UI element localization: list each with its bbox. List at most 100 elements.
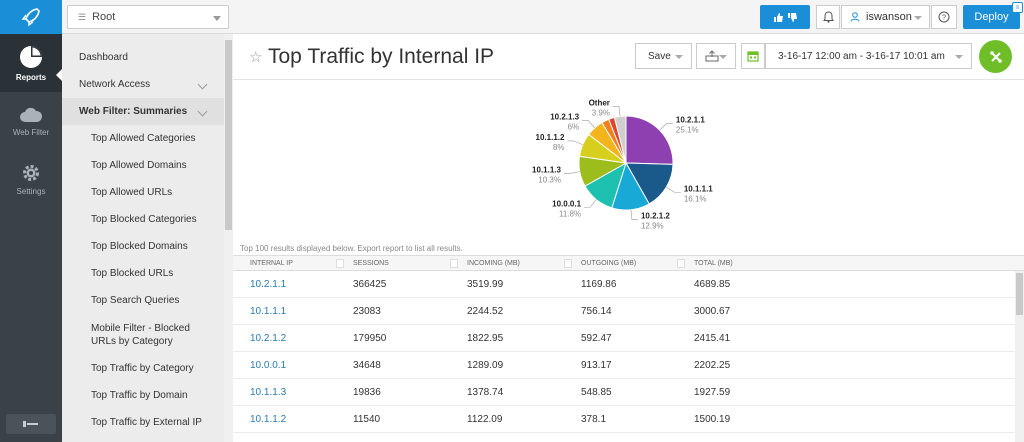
notifications-button[interactable]: [816, 5, 840, 29]
table-cell: 1122.09: [467, 414, 503, 425]
export-icon: [705, 50, 719, 62]
deploy-button[interactable]: Deploy ≡: [963, 2, 1023, 29]
nav-item[interactable]: Top Allowed URLs: [62, 179, 224, 206]
pie-percent-label: 8%: [553, 143, 565, 152]
rail-item-web-filter[interactable]: Web Filter: [0, 92, 62, 150]
rocket-icon: [21, 8, 40, 27]
user-icon: [850, 12, 860, 22]
nav-item[interactable]: Top Traffic by Domain: [62, 382, 224, 409]
ip-link[interactable]: 10.1.1.3: [250, 387, 287, 398]
table-cell: 3000.67: [694, 306, 731, 317]
rail-item-settings[interactable]: Settings: [0, 150, 62, 208]
collapse-rail-button[interactable]: [6, 414, 56, 434]
nav-item-label: Mobile Filter - Blocked URLs by Category: [91, 322, 190, 347]
column-header[interactable]: OUTGOING (MB): [581, 260, 636, 267]
ip-link[interactable]: 10.2.1.2: [250, 333, 287, 344]
table-cell: 4689.85: [694, 279, 731, 290]
nav-item-label: Network Access: [79, 79, 151, 90]
app-logo[interactable]: [0, 0, 62, 34]
pie-label: 10.2.1.1: [676, 115, 705, 124]
root-select[interactable]: ☰ Root: [67, 5, 229, 29]
pie-label: 10.2.1.3: [550, 112, 579, 121]
star-icon[interactable]: ☆: [249, 49, 263, 66]
pie-label: 10.1.1.1: [684, 184, 713, 193]
calendar-icon: [747, 51, 759, 62]
ip-link[interactable]: 10.1.1.2: [250, 414, 287, 425]
chevron-down-icon: [955, 55, 963, 59]
table-cell: 2202.25: [694, 360, 731, 371]
nav-item[interactable]: Top Blocked URLs: [62, 260, 224, 287]
nav-scrollbar[interactable]: [224, 34, 233, 442]
table-row[interactable]: 10.2.1.1 366425 3519.99 1169.86 4689.85: [233, 271, 1015, 298]
column-menu-icon[interactable]: [677, 259, 685, 268]
pie-percent-label: 6%: [568, 122, 580, 131]
scrollbar-thumb[interactable]: [1016, 273, 1023, 315]
nav-section[interactable]: Web Filter: Summaries: [62, 98, 224, 125]
rail-item-reports[interactable]: Reports: [0, 34, 62, 92]
thumbs-up-icon: [773, 12, 783, 22]
nav-item[interactable]: Top Blocked Categories: [62, 206, 224, 233]
results-note: Top 100 results displayed below. Export …: [240, 244, 463, 253]
export-button[interactable]: [696, 43, 736, 69]
save-label: Save: [648, 50, 671, 62]
ip-link[interactable]: 10.2.1.1: [250, 279, 287, 290]
nav-item-label: Top Traffic by External IP: [91, 417, 202, 428]
ip-link[interactable]: 10.0.0.1: [250, 360, 287, 371]
table-cell: 34648: [353, 360, 381, 371]
column-menu-icon[interactable]: [336, 259, 344, 268]
nav-item[interactable]: Mobile Filter - Blocked URLs by Category: [62, 314, 224, 355]
pie-label: 10.1.1.2: [536, 133, 565, 142]
table-row[interactable]: 10.1.1.1 23083 2244.52 756.14 3000.67: [233, 298, 1015, 325]
nav-item[interactable]: Network Access: [62, 71, 224, 98]
nav-item-label: Dashboard: [79, 52, 128, 63]
table-row[interactable]: 10.1.1.2 11540 1122.09 378.1 1500.19: [233, 406, 1015, 433]
column-header[interactable]: TOTAL (MB): [694, 260, 733, 267]
table-row[interactable]: 10.1.1.3 19836 1378.74 548.85 1927.59: [233, 379, 1015, 406]
table-cell: 1500.19: [694, 414, 731, 425]
nav-item[interactable]: Top Traffic by External IP: [62, 409, 224, 436]
column-header[interactable]: INCOMING (MB): [467, 260, 520, 267]
pie-slice[interactable]: [625, 162, 674, 205]
column-menu-icon[interactable]: [450, 259, 458, 268]
feedback-button[interactable]: [760, 5, 810, 29]
deploy-label: Deploy: [974, 11, 1009, 23]
user-menu[interactable]: iswanson: [841, 5, 930, 29]
column-header[interactable]: SESSIONS: [353, 260, 389, 267]
ip-link[interactable]: 10.1.1.1: [250, 306, 287, 317]
chevron-down-icon: [675, 55, 683, 59]
nav-item[interactable]: Top Allowed Categories: [62, 125, 224, 152]
column-header[interactable]: INTERNAL IP: [250, 260, 293, 267]
nav-item[interactable]: Top Traffic by Category: [62, 355, 224, 382]
nav-item[interactable]: Top Blocked Domains: [62, 233, 224, 260]
nav-item-label: Top Blocked Categories: [91, 214, 197, 225]
help-button[interactable]: ?: [931, 5, 957, 29]
calendar-button[interactable]: [741, 43, 765, 69]
table-row[interactable]: 10.0.0.1 34648 1289.09 913.17 2202.25: [233, 352, 1015, 379]
nav-item[interactable]: Top Allowed Domains: [62, 152, 224, 179]
gear-icon: [23, 164, 39, 181]
pie-leader-line: [612, 106, 621, 117]
column-header-label: TOTAL (MB): [694, 260, 733, 267]
reports-nav: Dashboard Network Access Web Filter: Summa…: [62, 34, 224, 442]
pie-percent-label: 11.8%: [559, 209, 581, 218]
column-menu-icon[interactable]: [564, 259, 572, 268]
pie-label: 10.2.1.2: [641, 212, 670, 221]
nav-item[interactable]: Dashboard: [62, 44, 224, 71]
table-row[interactable]: 10.2.1.2 179950 1822.95 592.47 2415.41: [233, 325, 1015, 352]
rail-item-label: Reports: [15, 72, 47, 82]
scrollbar-thumb[interactable]: [225, 40, 232, 230]
pie-chart: 10.2.1.1 25.1% 10.1.1.1 16.1% 10.2.1.2 12.9% 1…: [233, 81, 1024, 241]
tools-button[interactable]: [979, 40, 1012, 73]
pie-slice[interactable]: [625, 115, 674, 165]
save-button[interactable]: Save: [635, 43, 692, 69]
nav-item[interactable]: Top Search Queries: [62, 287, 224, 314]
bell-icon: [822, 11, 834, 23]
nav-item-label: Top Traffic by Domain: [91, 390, 188, 401]
table-cell: 2244.52: [467, 306, 504, 317]
date-range-select[interactable]: 3-16-17 12:00 am - 3-16-17 10:01 am: [765, 43, 972, 69]
table-scrollbar[interactable]: [1015, 271, 1024, 442]
pie-label: 10.0.0.1: [552, 199, 581, 208]
pie-label: Other: [589, 98, 610, 107]
cloud-icon: [20, 107, 43, 122]
column-header-label: SESSIONS: [353, 260, 389, 267]
